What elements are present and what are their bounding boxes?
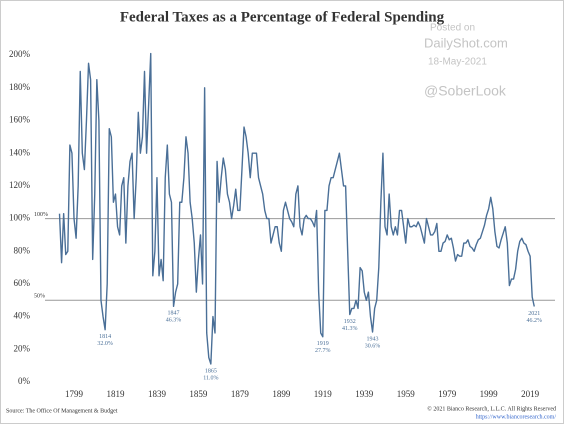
annotation-value: 11.0% bbox=[203, 375, 218, 381]
x-tick-label: 1799 bbox=[65, 389, 84, 399]
data-line bbox=[58, 52, 535, 365]
y-tick-label: 20% bbox=[14, 343, 31, 353]
source: Source: The Office Of Management & Budge… bbox=[6, 407, 118, 414]
y-tick-label: 140% bbox=[9, 147, 31, 157]
y-tick-label: 200% bbox=[9, 49, 31, 59]
annotation-year: 1814 bbox=[99, 334, 111, 340]
x-tick-label: 1919 bbox=[314, 389, 333, 399]
y-tick-label: 80% bbox=[14, 245, 31, 255]
annotation-year: 2021 bbox=[528, 311, 540, 317]
y-tick-label: 160% bbox=[9, 115, 31, 125]
x-tick-label: 1979 bbox=[438, 389, 457, 399]
x-tick-label: 1839 bbox=[148, 389, 167, 399]
annotation-year: 1865 bbox=[205, 368, 217, 374]
annotation-value: 30.6% bbox=[365, 343, 381, 349]
x-tick-label: 1879 bbox=[231, 389, 250, 399]
x-tick-label: 1939 bbox=[355, 389, 374, 399]
annotation-year: 1847 bbox=[168, 311, 180, 317]
x-tick-label: 2019 bbox=[521, 389, 540, 399]
reference-label: 50% bbox=[34, 294, 45, 300]
y-tick-label: 0% bbox=[18, 376, 31, 386]
x-tick-label: 1859 bbox=[189, 389, 208, 399]
x-tick-label: 1999 bbox=[480, 389, 499, 399]
annotation-value: 41.3% bbox=[342, 326, 358, 332]
y-tick-label: 60% bbox=[14, 278, 31, 288]
annotation-year: 1932 bbox=[344, 319, 356, 325]
reference-label: 100% bbox=[34, 212, 48, 218]
y-tick-label: 120% bbox=[9, 180, 31, 190]
y-tick-label: 40% bbox=[14, 311, 31, 321]
copyright: © 2021 Bianco Research, L.L.C. All Right… bbox=[427, 405, 556, 412]
chart-title: Federal Taxes as a Percentage of Federal… bbox=[120, 9, 445, 25]
x-tick-label: 1819 bbox=[106, 389, 125, 399]
watermark: Posted on bbox=[430, 23, 475, 34]
annotation-value: 27.7% bbox=[315, 348, 331, 354]
watermark: 18-May-2021 bbox=[428, 57, 487, 68]
annotation-year: 1943 bbox=[367, 336, 379, 342]
x-tick-label: 1959 bbox=[397, 389, 416, 399]
watermark: @SoberLook bbox=[424, 83, 507, 99]
annotation-value: 46.3% bbox=[166, 318, 182, 324]
annotation-year: 1919 bbox=[317, 341, 329, 347]
y-tick-label: 100% bbox=[9, 213, 31, 223]
url: https://www.biancoresearch.com/ bbox=[476, 414, 557, 420]
annotation-value: 32.0% bbox=[97, 341, 113, 347]
x-tick-label: 1899 bbox=[272, 389, 291, 399]
watermark: DailyShot.com bbox=[424, 35, 508, 50]
annotation-value: 46.2% bbox=[527, 318, 543, 324]
y-tick-label: 180% bbox=[9, 82, 31, 92]
